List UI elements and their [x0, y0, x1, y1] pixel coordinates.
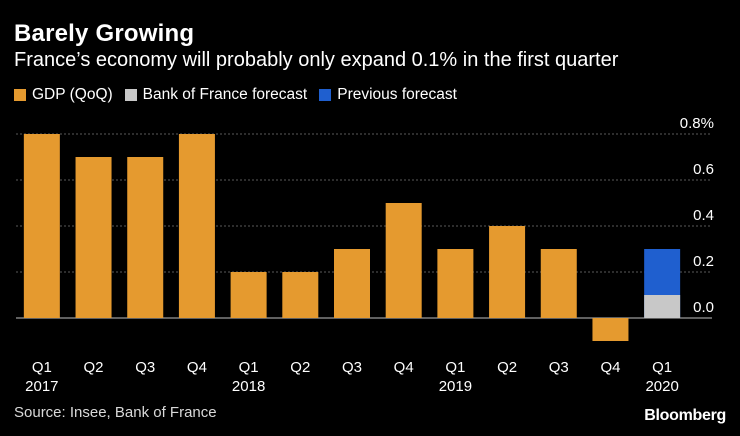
- x-tick-label-year: 2017: [25, 378, 58, 395]
- bloomberg-logo: Bloomberg: [644, 407, 726, 424]
- chart-subtitle: France’s economy will probably only expa…: [14, 49, 619, 71]
- gdp-bar: [385, 203, 422, 318]
- gdp-bar: [334, 249, 370, 318]
- gdp-bar: [592, 318, 629, 341]
- x-tick-label-quarter: Q4: [394, 359, 414, 376]
- x-tick-label-year: 2020: [645, 378, 678, 395]
- gdp-bar: [230, 272, 267, 318]
- y-tick-label: 0.0: [693, 299, 714, 316]
- source-note: Source: Insee, Bank of France: [14, 404, 217, 421]
- y-tick-label: 0.6: [693, 161, 714, 178]
- gdp-bar: [127, 157, 164, 318]
- x-tick-label-quarter: Q2: [497, 359, 517, 376]
- bank-forecast-bar: [644, 295, 681, 318]
- gdp-bar: [23, 134, 60, 318]
- legend-swatch-previous-forecast: [319, 89, 332, 101]
- legend-label-previous-forecast: Previous forecast: [337, 86, 457, 103]
- legend-swatch-gdp: [14, 89, 26, 101]
- chart-title: Barely Growing: [14, 20, 195, 47]
- legend-label-bank-forecast: Bank of France forecast: [142, 86, 308, 103]
- x-tick-label-quarter: Q3: [135, 359, 155, 376]
- x-tick-label-quarter: Q3: [342, 359, 362, 376]
- legend-item-bank-forecast: Bank of France forecast: [124, 86, 308, 104]
- legend: GDP (QoQ) Bank of France forecast Previo…: [14, 86, 469, 104]
- x-tick-label-quarter: Q1: [239, 359, 259, 376]
- x-tick-label-quarter: Q2: [290, 359, 310, 376]
- gdp-bar: [540, 249, 577, 318]
- x-tick-label-quarter: Q4: [600, 359, 620, 376]
- gdp-bar: [489, 226, 526, 318]
- y-tick-label: 0.8%: [680, 115, 714, 132]
- x-tick-label-quarter: Q4: [187, 359, 207, 376]
- x-tick-label-year: 2019: [439, 378, 472, 395]
- x-tick-label-quarter: Q2: [84, 359, 104, 376]
- legend-item-previous-forecast: Previous forecast: [319, 86, 457, 104]
- x-tick-label-quarter: Q1: [32, 359, 52, 376]
- y-tick-label: 0.4: [693, 207, 714, 224]
- legend-item-gdp: GDP (QoQ): [14, 86, 113, 104]
- x-tick-label-quarter: Q1: [445, 359, 465, 376]
- gdp-bar: [75, 157, 112, 318]
- x-tick-label-quarter: Q3: [549, 359, 569, 376]
- gdp-bar: [437, 249, 474, 318]
- y-tick-label: 0.2: [693, 253, 714, 270]
- x-tick-label-year: 2018: [232, 378, 265, 395]
- legend-swatch-bank-forecast: [124, 89, 137, 101]
- gdp-bar: [282, 272, 319, 318]
- gdp-bar: [178, 134, 215, 318]
- x-tick-label-quarter: Q1: [652, 359, 672, 376]
- legend-label-gdp: GDP (QoQ): [32, 86, 113, 103]
